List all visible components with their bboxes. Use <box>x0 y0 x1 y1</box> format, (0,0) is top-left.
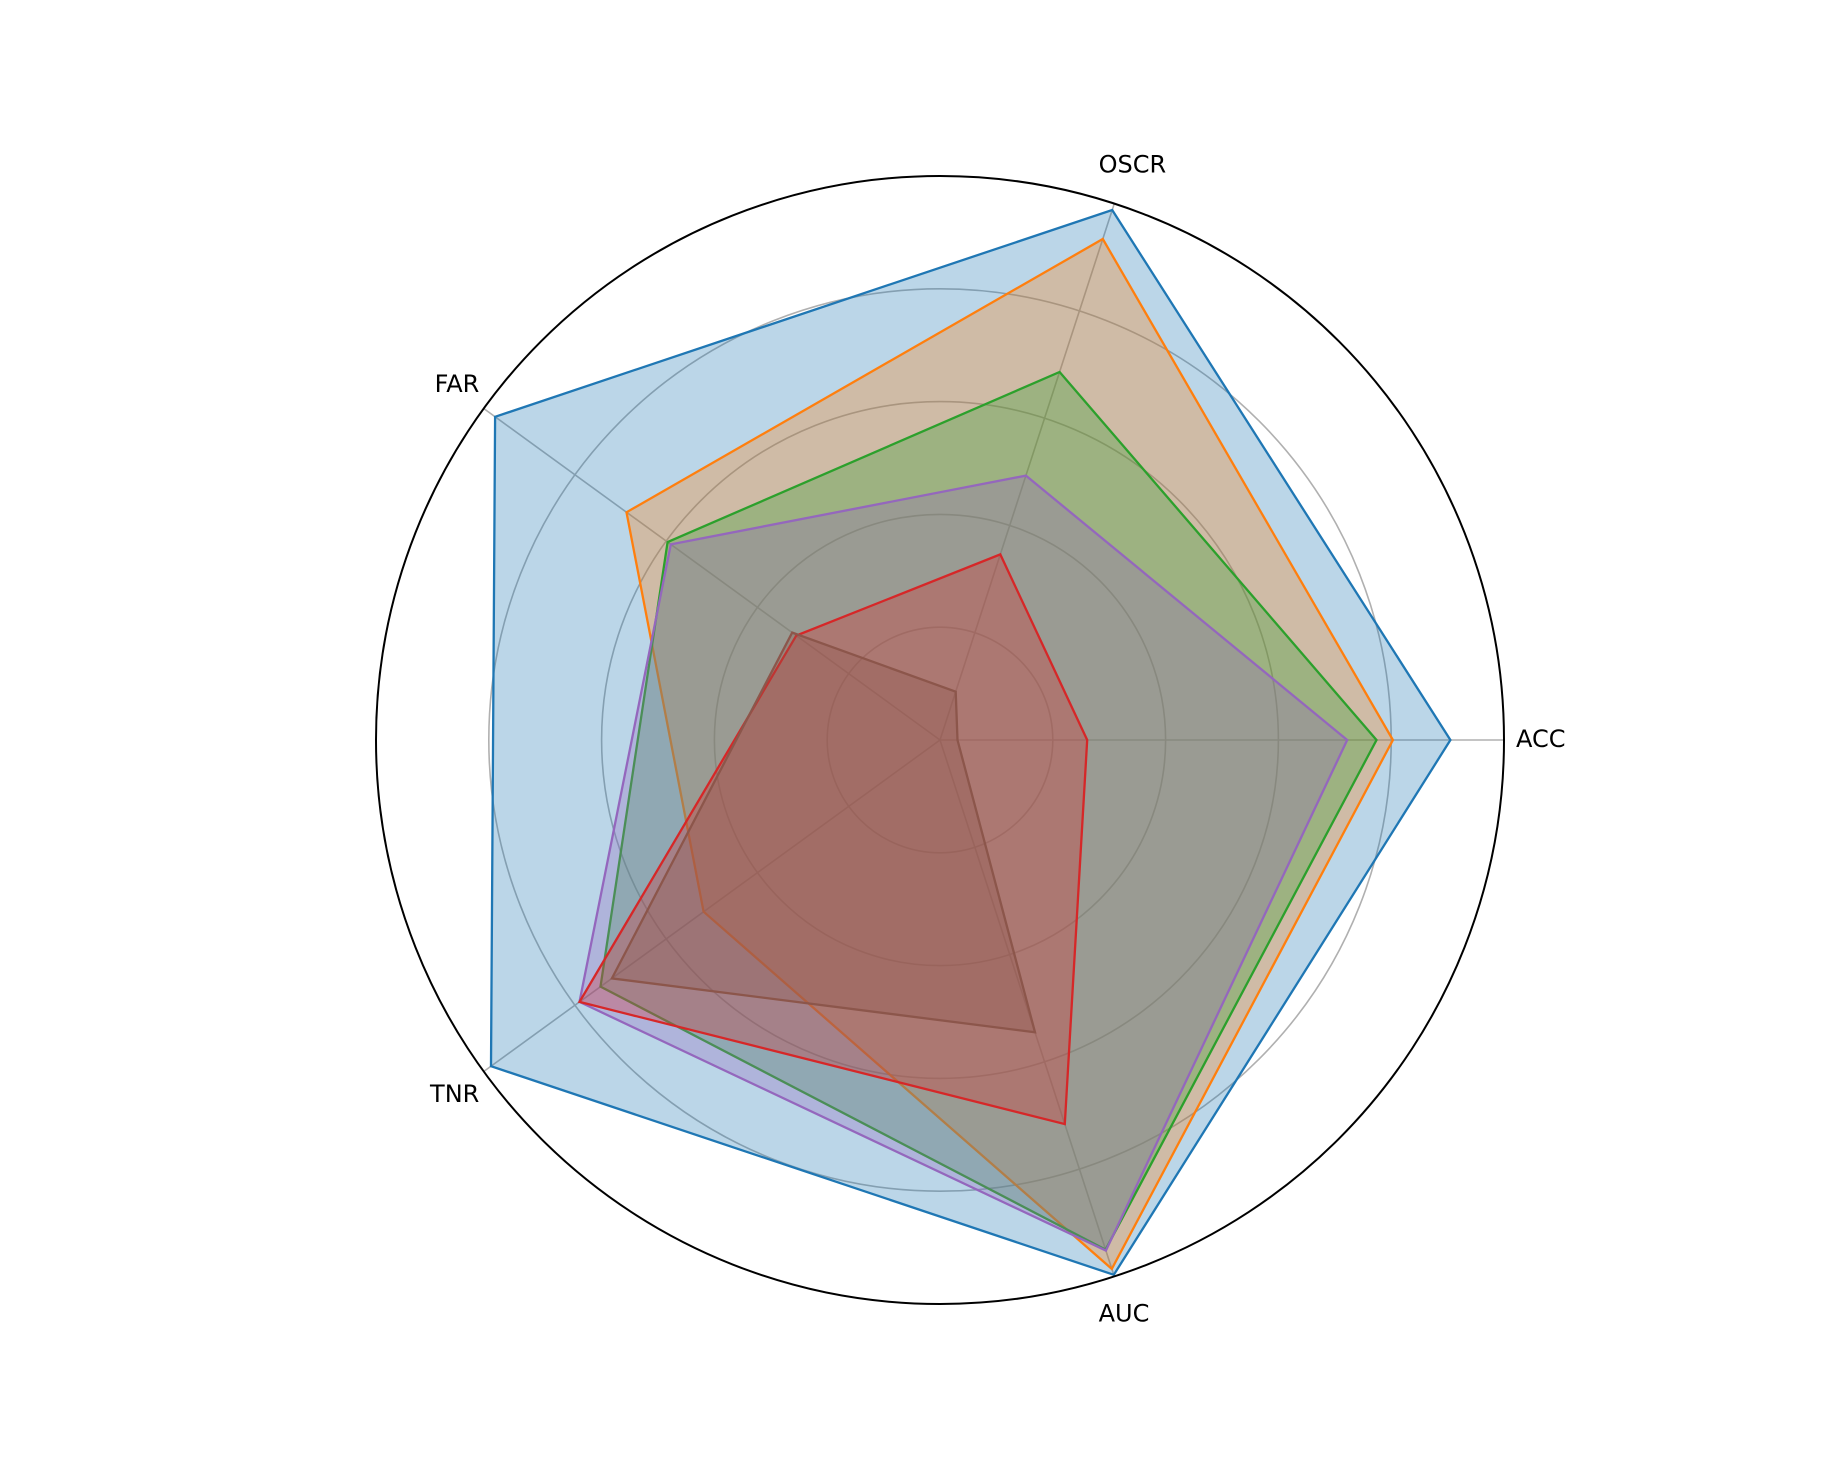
series-area <box>578 474 1349 1253</box>
axis-label: OSCR <box>1099 151 1167 179</box>
series-area <box>489 208 1452 1277</box>
spoke <box>939 739 1116 1277</box>
series-area <box>599 370 1378 1252</box>
series-area <box>610 631 1037 1034</box>
spoke <box>939 203 1116 741</box>
spoke <box>483 407 941 741</box>
outer-frame <box>375 175 1505 1305</box>
series-area <box>625 237 1395 1271</box>
axis-label: FAR <box>435 370 480 398</box>
axis-label: ACC <box>1516 725 1566 753</box>
spoke <box>483 739 941 1073</box>
axis-label: TNR <box>429 1080 479 1108</box>
axis-label: AUC <box>1099 1299 1150 1327</box>
series-area <box>577 552 1089 1126</box>
